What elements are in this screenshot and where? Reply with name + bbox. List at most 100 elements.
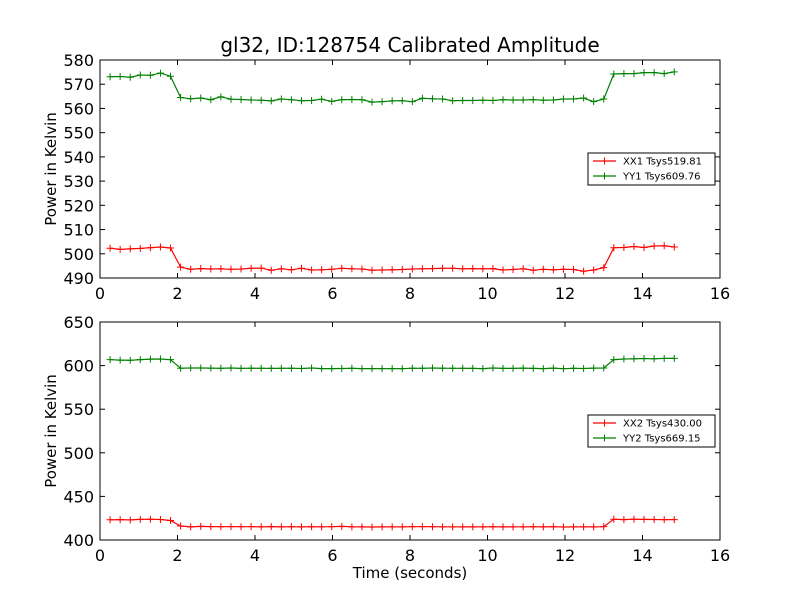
data-point	[116, 72, 124, 80]
data-point	[156, 69, 164, 77]
data-point	[620, 516, 628, 524]
data-point	[570, 523, 578, 531]
data-point	[489, 265, 497, 273]
data-point	[318, 95, 326, 103]
data-point	[257, 96, 265, 104]
data-point	[590, 523, 598, 531]
legend-label: XX1 Tsys519.81	[623, 157, 702, 168]
data-point	[358, 523, 366, 531]
data-point	[418, 523, 426, 531]
data-point	[187, 523, 195, 531]
data-point	[257, 264, 265, 272]
y-tick-label: 650	[63, 313, 94, 332]
data-point	[670, 68, 678, 76]
data-point	[539, 265, 547, 273]
data-point	[469, 265, 477, 273]
data-point	[378, 523, 386, 531]
data-point	[217, 265, 225, 273]
x-tick-label: 6	[327, 284, 337, 303]
data-point	[267, 523, 275, 531]
data-point	[519, 523, 527, 531]
data-point	[197, 94, 205, 102]
data-point	[187, 95, 195, 103]
data-point	[449, 364, 457, 372]
data-point	[287, 523, 295, 531]
data-point	[358, 365, 366, 373]
y-axis-label: Power in Kelvin	[42, 112, 60, 226]
x-tick-label: 4	[250, 546, 260, 565]
data-point	[398, 523, 406, 531]
data-point	[670, 243, 678, 251]
data-point	[146, 355, 154, 363]
legend-marker	[601, 172, 608, 180]
data-point	[489, 523, 497, 531]
series-1	[106, 242, 678, 275]
y-tick-label: 530	[63, 172, 94, 191]
data-point	[388, 523, 396, 531]
data-point	[177, 522, 185, 530]
data-point	[368, 98, 376, 106]
x-tick-label: 16	[710, 284, 730, 303]
data-point	[287, 96, 295, 104]
data-point	[509, 523, 517, 531]
data-point	[247, 264, 255, 272]
data-point	[227, 95, 235, 103]
data-point	[146, 71, 154, 79]
data-point	[328, 523, 336, 531]
data-point	[398, 365, 406, 373]
data-point	[630, 243, 638, 251]
data-point	[237, 265, 245, 273]
y-tick-label: 560	[63, 99, 94, 118]
data-point	[469, 96, 477, 104]
data-point	[439, 95, 447, 103]
x-tick-label: 6	[327, 546, 337, 565]
data-point	[106, 356, 114, 364]
data-point	[328, 97, 336, 105]
data-point	[469, 523, 477, 531]
x-tick-label: 2	[172, 546, 182, 565]
data-point	[459, 364, 467, 372]
data-point	[650, 242, 658, 250]
data-point	[570, 95, 578, 103]
data-point	[519, 364, 527, 372]
data-point	[217, 93, 225, 101]
data-point	[559, 265, 567, 273]
data-point	[207, 523, 215, 531]
data-point	[580, 523, 588, 531]
data-point	[449, 523, 457, 531]
data-point	[267, 97, 275, 105]
data-point	[519, 265, 527, 273]
legend-label: YY1 Tsys609.76	[622, 172, 701, 183]
data-point	[277, 95, 285, 103]
y-tick-label: 500	[63, 444, 94, 463]
y-tick-label: 450	[63, 487, 94, 506]
legend-marker	[601, 157, 608, 165]
data-point	[479, 523, 487, 531]
data-point	[298, 97, 305, 105]
data-point	[328, 365, 336, 373]
data-point	[237, 364, 245, 372]
data-point	[670, 354, 678, 362]
data-point	[428, 523, 436, 531]
data-point	[247, 364, 255, 372]
legend-marker	[601, 419, 608, 427]
data-point	[106, 516, 114, 524]
data-point	[509, 266, 517, 274]
data-point	[620, 355, 628, 363]
data-point	[459, 265, 467, 273]
series-2	[106, 354, 678, 373]
data-point	[277, 364, 285, 372]
legend-label: YY2 Tsys669.15	[622, 434, 701, 445]
data-point	[217, 523, 225, 531]
data-point	[167, 244, 175, 252]
data-point	[207, 265, 215, 273]
data-point	[227, 364, 235, 372]
data-point	[529, 523, 537, 531]
data-point	[439, 523, 447, 531]
data-point	[469, 364, 477, 372]
data-point	[298, 264, 305, 272]
data-point	[479, 265, 487, 273]
y-tick-label: 490	[63, 269, 94, 288]
x-tick-label: 2	[172, 284, 182, 303]
data-point	[630, 515, 638, 523]
